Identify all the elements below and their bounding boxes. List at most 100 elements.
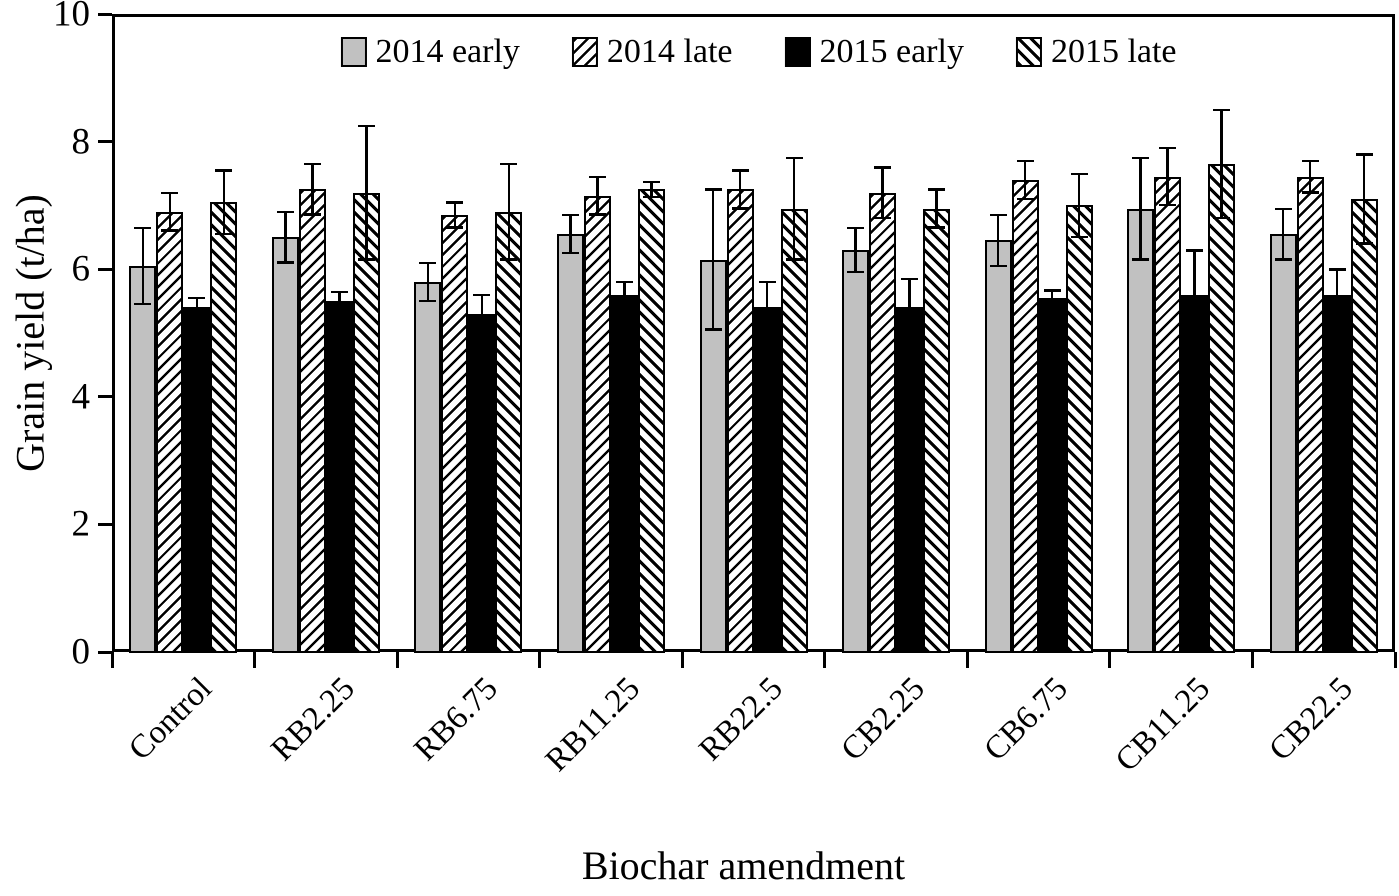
error-bar: [1335, 269, 1339, 295]
bar-2014-early-RB11.25: [556, 234, 584, 653]
error-bar-cap: [704, 328, 722, 331]
bar-2014-late-RB22.5: [726, 189, 754, 653]
bar-2015-late-RB22.5: [780, 208, 808, 653]
error-bar: [765, 281, 769, 308]
error-bar: [596, 176, 599, 215]
y-tick-label: 6: [71, 248, 91, 290]
bar-2015-late-RB6.75: [495, 211, 523, 653]
error-bar-cap: [901, 277, 919, 281]
error-bar-cap: [874, 166, 892, 169]
error-bar: [195, 297, 199, 308]
error-bar-cap: [446, 226, 464, 229]
error-bar: [738, 170, 742, 209]
x-tick: [1108, 652, 1112, 668]
error-bar: [935, 189, 938, 228]
error-bar-cap: [785, 258, 803, 261]
y-tick-label: 8: [71, 121, 91, 163]
bar-2015-late-RB2.25: [352, 192, 380, 653]
legend-item-2014-early: 2014 early: [340, 35, 520, 69]
x-category-label-RB11.25: RB11.25: [538, 670, 647, 779]
y-tick-label: 2: [71, 503, 91, 545]
bar-2015-late-CB11.25: [1208, 163, 1236, 653]
error-bar-cap: [500, 162, 518, 166]
legend-label: 2014 late: [606, 33, 733, 70]
bar-2014-late-RB11.25: [583, 195, 611, 653]
error-bar-cap: [1070, 235, 1088, 239]
error-bar-cap: [1132, 258, 1150, 261]
error-bar: [1050, 290, 1054, 298]
error-bar-cap: [330, 290, 348, 294]
error-bar-cap: [874, 216, 892, 220]
error-bar-cap: [1213, 108, 1231, 112]
error-bar-cap: [1159, 146, 1177, 150]
bar-2015-early-RB22.5: [753, 307, 781, 653]
bar-2014-late-CB11.25: [1154, 176, 1182, 653]
error-bar-cap: [473, 293, 491, 297]
error-bar: [1166, 147, 1169, 206]
error-bar-cap: [1213, 216, 1231, 220]
error-bar: [1023, 160, 1027, 199]
error-bar-cap: [303, 213, 321, 216]
bar-2015-early-Control: [183, 307, 211, 653]
legend-swatch-icon: [340, 37, 367, 67]
error-bar-cap: [1132, 156, 1150, 160]
error-bar-cap: [303, 162, 321, 166]
error-bar: [623, 281, 626, 295]
error-bar: [1193, 250, 1196, 295]
legend-swatch-icon: [1015, 37, 1042, 67]
y-tick-label: 0: [71, 631, 91, 673]
error-bar-cap: [419, 261, 437, 265]
y-tick-label: 4: [71, 376, 91, 418]
error-bar-cap: [1043, 289, 1061, 292]
legend-label: 2015 late: [1050, 33, 1177, 70]
x-tick: [823, 652, 827, 668]
x-category-label-RB6.75: RB6.75: [407, 670, 505, 769]
bar-2015-late-CB22.5: [1350, 199, 1378, 653]
error-bar: [480, 294, 484, 314]
x-tick: [680, 652, 684, 668]
y-tick: [98, 395, 112, 399]
error-bar: [507, 163, 511, 260]
bar-2015-late-CB2.25: [923, 208, 951, 653]
error-bar-cap: [642, 180, 660, 184]
error-bar: [284, 211, 287, 263]
error-bar-cap: [588, 175, 606, 179]
bar-2015-late-RB11.25: [637, 189, 665, 653]
error-bar-cap: [615, 280, 633, 284]
error-bar-cap: [1159, 203, 1177, 207]
error-bar-cap: [134, 226, 152, 230]
error-bar: [1281, 208, 1285, 260]
error-bar: [1220, 109, 1223, 219]
error-bar: [1362, 154, 1366, 244]
bar-2014-early-Control: [129, 266, 157, 653]
y-tick: [98, 522, 112, 526]
y-axis-title: Grain yield (t/ha): [7, 194, 53, 472]
legend-swatch-icon: [784, 37, 811, 67]
x-tick: [1250, 652, 1254, 668]
bar-2015-late-Control: [210, 202, 238, 653]
bar-2014-late-CB6.75: [1011, 179, 1039, 653]
bar-2014-early-CB11.25: [1127, 208, 1155, 653]
error-bar-cap: [161, 191, 179, 195]
error-bar-cap: [1274, 258, 1292, 261]
y-tick: [98, 140, 112, 144]
error-bar-cap: [188, 296, 206, 300]
bar-2015-early-CB11.25: [1181, 294, 1209, 653]
legend-item-2015-early: 2015 early: [784, 35, 964, 69]
error-bar: [453, 202, 457, 228]
bar-2015-early-RB2.25: [325, 301, 353, 653]
error-bar-cap: [1355, 153, 1373, 156]
x-tick: [110, 652, 114, 668]
error-bar: [908, 278, 911, 308]
bar-2014-late-CB2.25: [869, 192, 897, 653]
x-tick: [538, 652, 542, 668]
error-bar: [365, 125, 368, 260]
bar-2015-early-CB2.25: [896, 307, 924, 653]
error-bar-cap: [588, 213, 606, 216]
y-tick-label: 10: [53, 0, 90, 35]
error-bar-cap: [731, 207, 749, 210]
error-bar-cap: [847, 270, 865, 274]
bar-2014-late-RB6.75: [441, 214, 469, 653]
error-bar-cap: [704, 188, 722, 191]
error-bar: [1139, 157, 1142, 260]
